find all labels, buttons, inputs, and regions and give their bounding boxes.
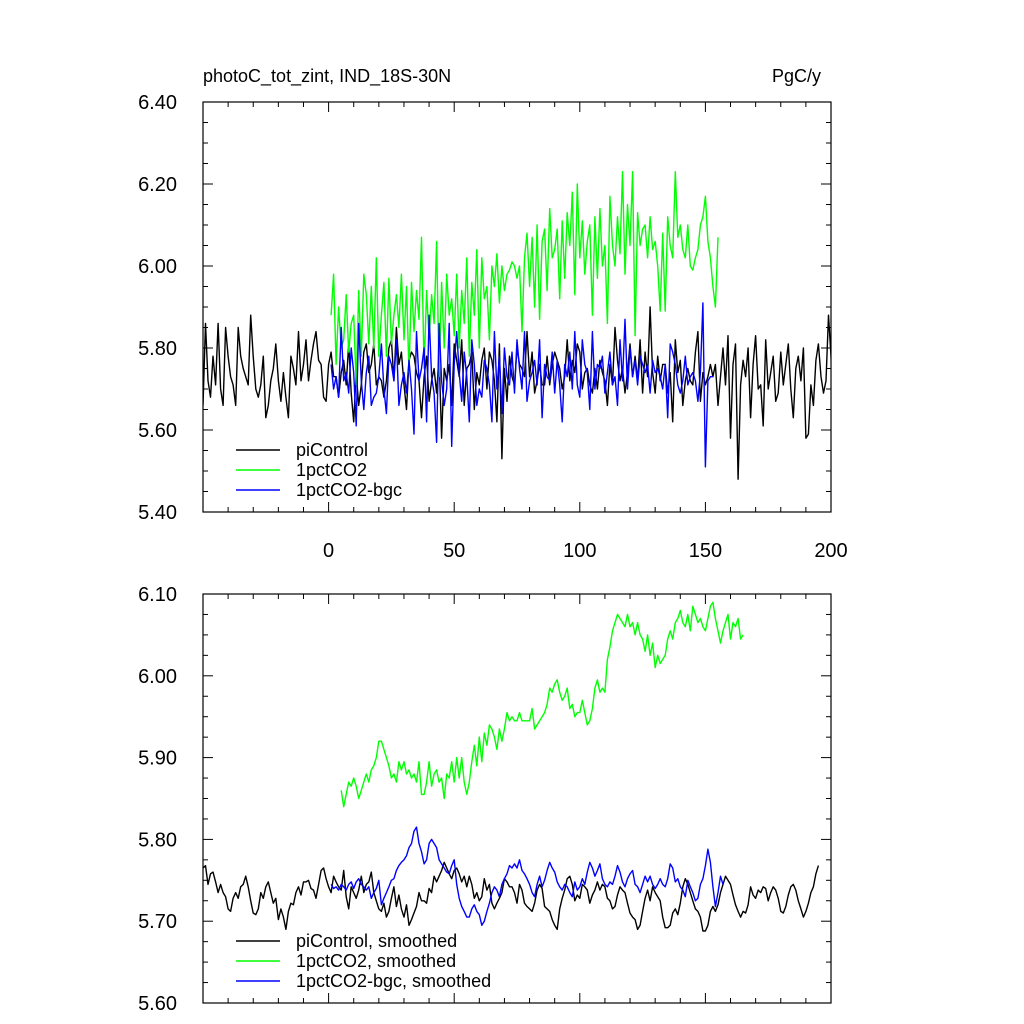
legend-label: 1pctCO2-bgc: [296, 480, 402, 500]
bottom-panel: 5.60 5.70 5.80 5.90 6.00 6.10 piControl, smoot…: [138, 584, 832, 1015]
series-line-picontrol-smoothed: [203, 861, 820, 932]
y-tick-label: 6.00: [138, 256, 177, 278]
y-tick-label: 5.60: [138, 420, 177, 442]
legend-label: piControl, smoothed: [296, 931, 457, 951]
x-tick-label: 150: [689, 540, 722, 562]
series-line-1pctco2-bgc-smoothed: [330, 826, 724, 926]
y-tick-label: 5.80: [138, 338, 177, 360]
legend-label: piControl: [296, 440, 368, 460]
series-line-1pctco2-smoothed: [340, 601, 744, 808]
top-panel: 0 50 100 150 200 5.40 5.60 5.80 6.00 6.20 6.40 phot…: [138, 66, 848, 562]
y-tick-label: 6.10: [138, 584, 177, 606]
x-tick-label: 50: [443, 540, 465, 562]
y-tick-label: 6.40: [138, 92, 177, 114]
legend-label: 1pctCO2, smoothed: [296, 951, 456, 971]
units-label: PgC/y: [772, 66, 821, 86]
y-tick-label: 5.70: [138, 911, 177, 933]
series-line-1pctco2-bgc: [330, 302, 713, 468]
chart-title: photoC_tot_zint, IND_18S-30N: [203, 66, 451, 87]
x-tick-label: 0: [323, 540, 334, 562]
series-line-picontrol: [203, 306, 831, 480]
y-tick-label: 5.60: [138, 993, 177, 1015]
y-tick-label: 6.20: [138, 174, 177, 196]
y-tick-label: 6.00: [138, 666, 177, 688]
x-tick-label: 100: [563, 540, 596, 562]
legend-label: 1pctCO2: [296, 460, 367, 480]
legend-label: 1pctCO2-bgc, smoothed: [296, 971, 491, 991]
y-tick-label: 5.80: [138, 829, 177, 851]
x-tick-label: 200: [814, 540, 847, 562]
y-tick-label: 5.90: [138, 748, 177, 770]
y-tick-label: 5.40: [138, 502, 177, 524]
series-line-1pctco2: [330, 170, 719, 386]
